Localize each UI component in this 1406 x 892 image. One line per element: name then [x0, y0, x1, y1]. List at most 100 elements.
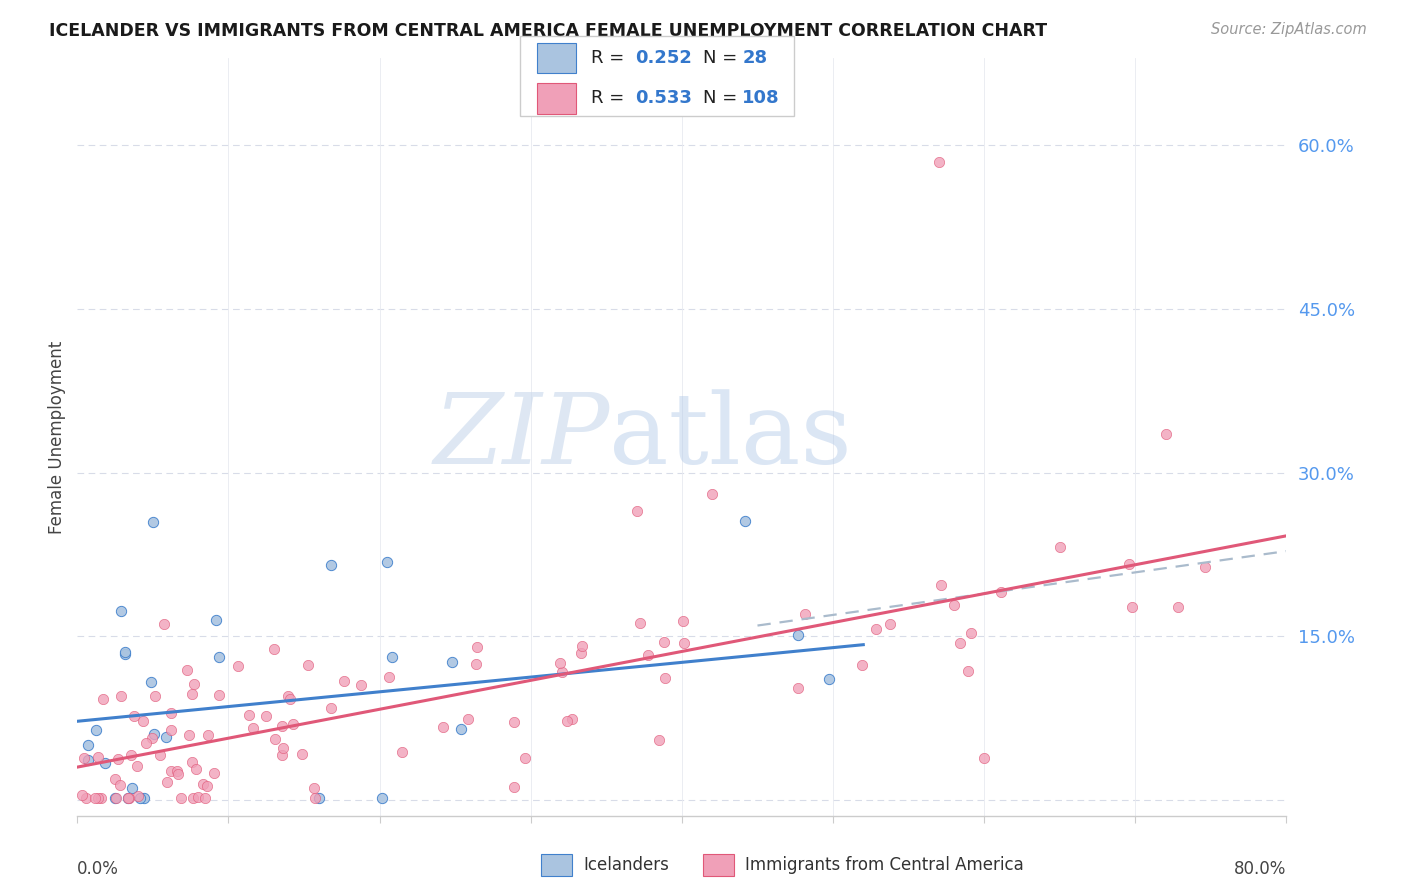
Point: [167, 767, 190, 781]
Point: [76, 753, 98, 767]
Point: [110, 604, 132, 618]
Point: [973, 751, 995, 765]
Text: atlas: atlas: [609, 389, 852, 485]
Point: [263, 642, 285, 657]
Text: 28: 28: [742, 49, 768, 67]
Point: [142, 515, 165, 529]
Point: [652, 634, 675, 648]
Text: Source: ZipAtlas.com: Source: ZipAtlas.com: [1211, 22, 1367, 37]
Text: N =: N =: [703, 89, 742, 107]
Point: [160, 723, 183, 738]
Point: [555, 714, 578, 728]
Point: [152, 617, 174, 632]
Point: [628, 615, 651, 630]
Point: [626, 504, 648, 518]
Point: [131, 714, 153, 729]
Text: 0.533: 0.533: [636, 89, 692, 107]
Point: [672, 636, 695, 650]
Point: [333, 674, 356, 689]
Point: [271, 719, 294, 733]
Point: [176, 664, 198, 678]
Point: [84, 790, 107, 805]
Point: [308, 790, 330, 805]
Point: [104, 772, 127, 787]
Point: [77, 738, 100, 752]
Point: [513, 750, 536, 764]
Point: [943, 598, 966, 612]
Point: [108, 778, 131, 792]
Point: [1154, 427, 1177, 442]
Point: [129, 790, 152, 805]
Point: [107, 752, 129, 766]
Point: [561, 712, 583, 726]
Point: [114, 647, 136, 661]
Point: [143, 689, 166, 703]
Point: [450, 722, 472, 736]
Point: [170, 790, 193, 805]
Point: [548, 657, 571, 671]
Point: [184, 762, 207, 776]
Point: [1194, 560, 1216, 574]
Point: [197, 728, 219, 742]
Point: [160, 764, 183, 779]
Point: [851, 658, 873, 673]
Point: [291, 747, 314, 762]
Point: [86, 790, 108, 805]
Point: [957, 664, 980, 678]
Text: Icelanders: Icelanders: [583, 856, 669, 874]
Point: [793, 607, 815, 621]
Point: [349, 678, 371, 692]
Point: [637, 648, 659, 663]
Point: [226, 659, 249, 673]
Point: [271, 740, 294, 755]
Point: [569, 646, 592, 660]
Point: [208, 650, 231, 665]
Point: [865, 622, 887, 636]
Point: [432, 720, 454, 734]
Point: [1049, 541, 1071, 555]
Point: [124, 709, 146, 723]
Point: [180, 755, 202, 769]
Point: [91, 692, 114, 706]
Point: [202, 765, 225, 780]
Point: [648, 733, 671, 747]
Point: [114, 645, 136, 659]
Text: Immigrants from Central America: Immigrants from Central America: [745, 856, 1024, 874]
Point: [254, 709, 277, 723]
Point: [1167, 599, 1189, 614]
Point: [205, 613, 228, 627]
Point: [117, 790, 139, 805]
Point: [73, 750, 96, 764]
Point: [818, 673, 841, 687]
Point: [370, 790, 392, 805]
Point: [104, 790, 127, 805]
Point: [155, 730, 177, 744]
Point: [90, 790, 112, 805]
Point: [465, 657, 488, 671]
Point: [194, 790, 217, 805]
Text: N =: N =: [703, 49, 742, 67]
Point: [181, 687, 204, 701]
Point: [928, 154, 950, 169]
Point: [378, 670, 401, 684]
Point: [503, 780, 526, 794]
Point: [156, 775, 179, 789]
Point: [734, 514, 756, 528]
Text: 108: 108: [742, 89, 780, 107]
Point: [879, 616, 901, 631]
Point: [375, 555, 398, 569]
Text: ICELANDER VS IMMIGRANTS FROM CENTRAL AMERICA FEMALE UNEMPLOYMENT CORRELATION CHA: ICELANDER VS IMMIGRANTS FROM CENTRAL AME…: [49, 22, 1047, 40]
Point: [183, 677, 205, 691]
Point: [94, 756, 117, 771]
Point: [117, 790, 139, 805]
Point: [242, 722, 264, 736]
Point: [238, 708, 260, 723]
Point: [278, 691, 301, 706]
Point: [571, 639, 593, 653]
Point: [465, 640, 488, 654]
Point: [654, 671, 676, 685]
Point: [166, 764, 188, 779]
Text: 80.0%: 80.0%: [1234, 860, 1286, 878]
Point: [125, 759, 148, 773]
Point: [121, 781, 143, 796]
